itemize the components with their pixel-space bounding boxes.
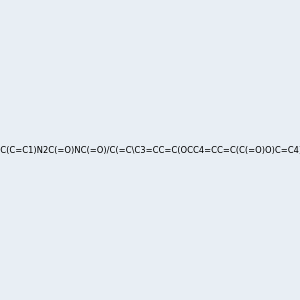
Text: CCOC1=CC=C(C=C1)N2C(=O)NC(=O)/C(=C\C3=CC=C(OCC4=CC=C(C(=O)O)C=C4)C=C3)C2=O: CCOC1=CC=C(C=C1)N2C(=O)NC(=O)/C(=C\C3=CC… xyxy=(0,146,300,154)
